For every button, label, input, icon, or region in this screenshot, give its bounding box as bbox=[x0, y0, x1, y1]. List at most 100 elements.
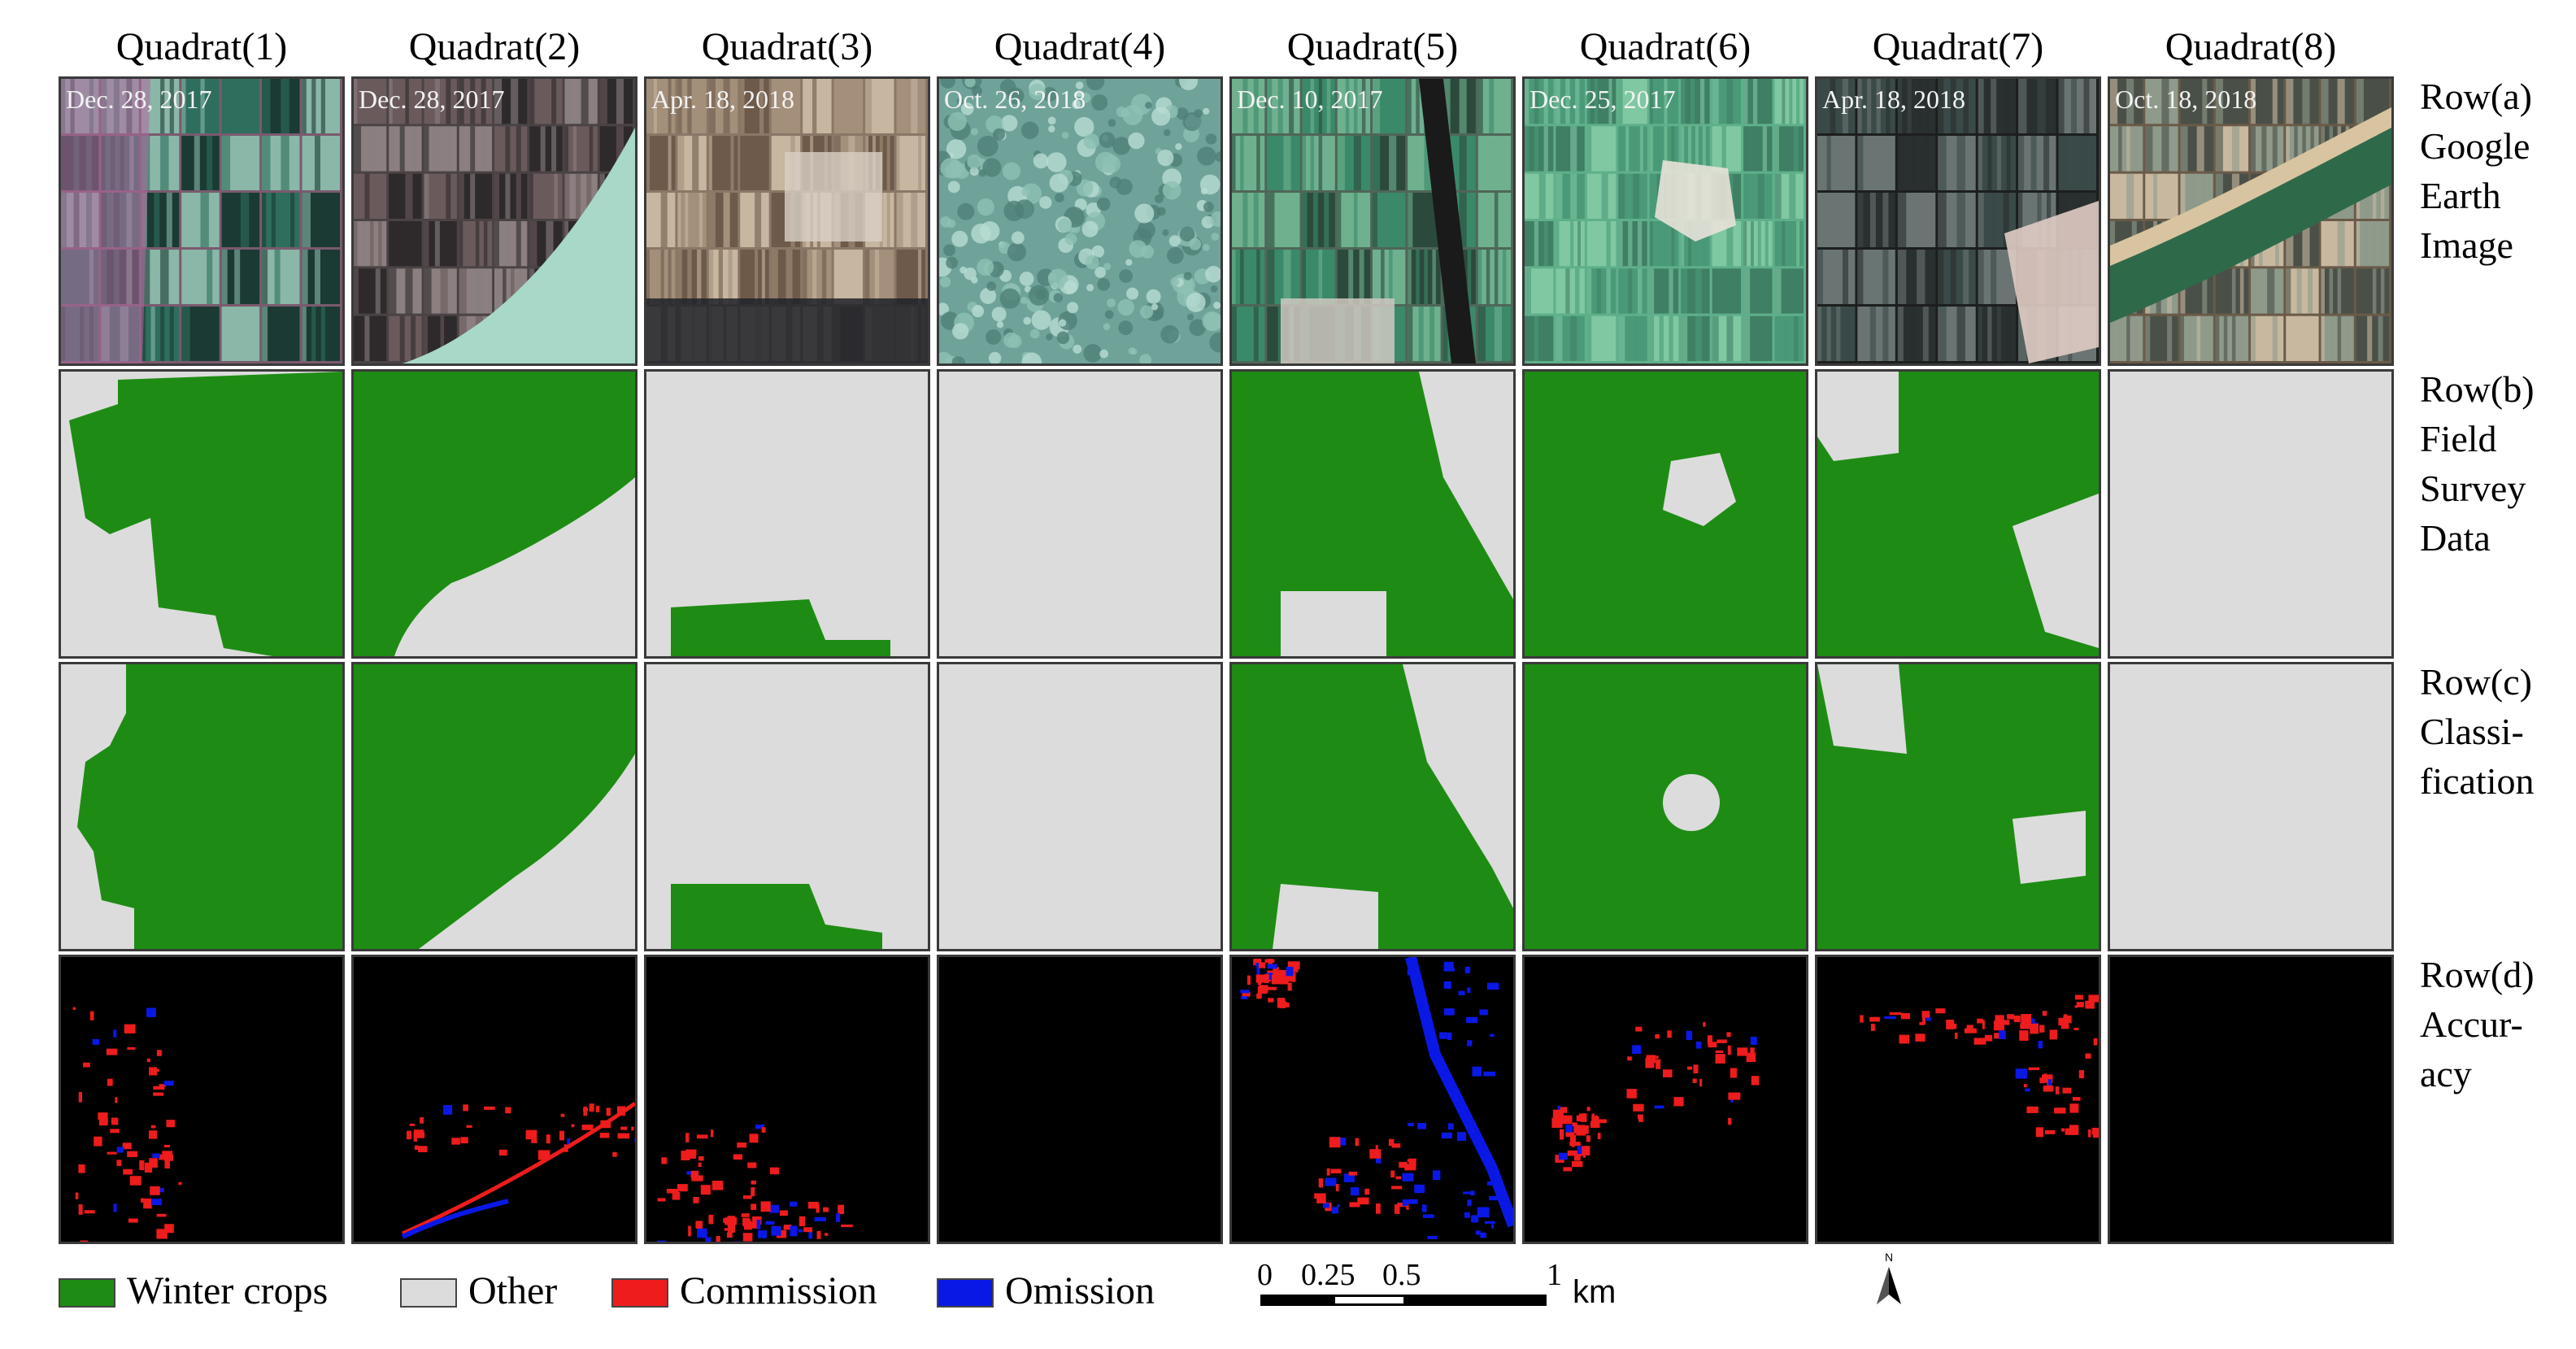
image-date: Oct. 26, 2018 bbox=[944, 85, 1086, 114]
panel-map bbox=[646, 372, 928, 656]
panel-map bbox=[1525, 372, 1806, 656]
legend-label: Omission bbox=[1005, 1269, 1155, 1312]
quadrat-title: Quadrat(7) bbox=[1872, 25, 2044, 68]
field-survey-panel bbox=[1815, 369, 2101, 659]
google-earth-image-panel: Apr. 18, 2018 bbox=[644, 76, 930, 366]
panel-map bbox=[1232, 372, 1513, 656]
row-label-line: Row(c) bbox=[2420, 661, 2532, 703]
row-label-line: Row(a) bbox=[2420, 76, 2532, 117]
accuracy-panel bbox=[644, 955, 930, 1244]
panel-map bbox=[2110, 372, 2391, 656]
panel-map bbox=[1525, 664, 1806, 949]
panel-map bbox=[646, 664, 928, 949]
scale-bar-tick: 1 bbox=[1547, 1258, 1562, 1292]
image-date: Dec. 28, 2017 bbox=[66, 85, 212, 114]
legend-swatch bbox=[937, 1278, 994, 1308]
panel-map bbox=[354, 79, 635, 363]
panel-map bbox=[939, 372, 1221, 656]
row-label: Row(b) Field Survey Data bbox=[2420, 364, 2535, 563]
row-label-line: Image bbox=[2420, 224, 2513, 266]
panel-map bbox=[1817, 957, 2099, 1242]
google-earth-image-panel: Apr. 18, 2018 bbox=[1815, 76, 2101, 366]
image-date: Apr. 18, 2018 bbox=[1822, 85, 1965, 114]
row-label: Row(c) Classi-fication bbox=[2420, 657, 2535, 806]
field-survey-panel bbox=[937, 369, 1223, 659]
panel-map bbox=[1817, 664, 2099, 949]
scale-bar bbox=[1260, 1295, 1547, 1306]
quadrat-title: Quadrat(8) bbox=[2165, 25, 2337, 68]
row-label-line: Row(d) bbox=[2420, 954, 2535, 995]
panel-map bbox=[1525, 79, 1806, 363]
legend-label: Winter crops bbox=[127, 1269, 329, 1312]
quadrat-title: Quadrat(5) bbox=[1286, 25, 1459, 68]
panel-map bbox=[2110, 957, 2391, 1242]
row-label-line: Survey bbox=[2420, 468, 2526, 509]
google-earth-image-panel: Oct. 18, 2018 bbox=[2108, 76, 2394, 366]
panel-map bbox=[354, 372, 635, 656]
panel-map bbox=[61, 957, 342, 1242]
accuracy-panel bbox=[59, 955, 345, 1244]
row-label: Row(d) Accur-acy bbox=[2420, 950, 2535, 1099]
image-date: Dec. 10, 2017 bbox=[1237, 85, 1383, 114]
panel-map bbox=[354, 957, 635, 1242]
google-earth-image-panel: Dec. 10, 2017 bbox=[1229, 76, 1516, 366]
legend-swatch bbox=[59, 1278, 115, 1308]
panel-map bbox=[61, 664, 342, 949]
quadrat-title: Quadrat(1) bbox=[115, 25, 288, 68]
field-survey-panel bbox=[59, 369, 345, 659]
panel-map bbox=[2110, 664, 2391, 949]
legend-label: Other bbox=[468, 1269, 558, 1312]
classification-panel bbox=[59, 662, 345, 951]
panel-map bbox=[939, 957, 1221, 1242]
row-label-line: acy bbox=[2420, 1053, 2472, 1094]
field-survey-panel bbox=[1522, 369, 1808, 659]
classification-panel bbox=[1229, 662, 1516, 951]
image-date: Dec. 25, 2017 bbox=[1530, 85, 1676, 114]
accuracy-panel bbox=[1522, 955, 1808, 1244]
panel-map bbox=[1817, 372, 2099, 656]
panel-map bbox=[61, 372, 342, 656]
panel-map bbox=[1817, 79, 2099, 363]
accuracy-panel bbox=[2108, 955, 2394, 1244]
field-survey-panel bbox=[644, 369, 930, 659]
row-label-line: Row(b) bbox=[2420, 368, 2535, 410]
north-arrow-label: N bbox=[1885, 1251, 1894, 1264]
accuracy-panel bbox=[1229, 955, 1516, 1244]
classification-panel bbox=[2108, 662, 2394, 951]
row-label-line: Data bbox=[2420, 517, 2491, 559]
accuracy-panel bbox=[937, 955, 1223, 1244]
row-label-line: fication bbox=[2420, 760, 2535, 802]
scale-bar-unit: km bbox=[1573, 1274, 1617, 1310]
panel-map bbox=[939, 664, 1221, 949]
classification-panel bbox=[937, 662, 1223, 951]
scale-bar-tick: 0.5 bbox=[1382, 1258, 1421, 1292]
north-arrow-icon bbox=[1875, 1267, 1903, 1306]
google-earth-image-panel: Dec. 25, 2017 bbox=[1522, 76, 1808, 366]
row-label-line: Earth bbox=[2420, 175, 2501, 216]
field-survey-panel bbox=[351, 369, 637, 659]
legend-swatch bbox=[611, 1278, 668, 1308]
quadrat-title: Quadrat(2) bbox=[408, 25, 581, 68]
panel-map bbox=[646, 957, 928, 1242]
panel-map bbox=[1232, 957, 1513, 1242]
image-date: Apr. 18, 2018 bbox=[651, 85, 794, 114]
google-earth-image-panel: Dec. 28, 2017 bbox=[351, 76, 637, 366]
classification-panel bbox=[351, 662, 637, 951]
quadrat-title: Quadrat(4) bbox=[994, 25, 1166, 68]
quadrat-title: Quadrat(3) bbox=[701, 25, 873, 68]
scale-bar-tick: 0.25 bbox=[1301, 1258, 1355, 1292]
panel-map bbox=[2110, 79, 2391, 363]
row-label: Row(a) Google Earth Image bbox=[2420, 72, 2532, 270]
accuracy-panel bbox=[1815, 955, 2101, 1244]
row-label-line: Classi- bbox=[2420, 711, 2524, 752]
google-earth-image-panel: Oct. 26, 2018 bbox=[937, 76, 1223, 366]
panel-map bbox=[939, 79, 1221, 363]
image-date: Dec. 28, 2017 bbox=[359, 85, 505, 114]
field-survey-panel bbox=[2108, 369, 2394, 659]
panel-map bbox=[61, 79, 342, 363]
classification-panel bbox=[1815, 662, 2101, 951]
row-label-line: Accur- bbox=[2420, 1003, 2523, 1045]
google-earth-image-panel: Dec. 28, 2017 bbox=[59, 76, 345, 366]
classification-panel bbox=[1522, 662, 1808, 951]
